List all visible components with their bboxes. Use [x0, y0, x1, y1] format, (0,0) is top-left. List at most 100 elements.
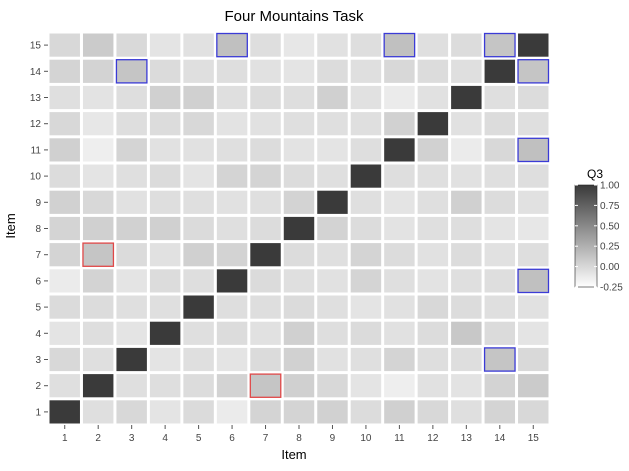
heatmap-cell	[451, 190, 482, 214]
heatmap-cell	[417, 321, 449, 345]
y-tick-label: 14	[30, 67, 42, 78]
x-axis-label: Item	[281, 447, 306, 462]
heatmap-cell	[116, 243, 147, 267]
y-tick-label: 1	[35, 407, 41, 418]
heatmap-cell	[116, 374, 147, 398]
x-tick-label: 12	[427, 433, 439, 444]
heatmap-cell	[283, 85, 315, 110]
x-tick-label: 13	[461, 433, 473, 444]
heatmap-cell	[451, 347, 482, 372]
heatmap-cell	[518, 295, 549, 319]
heatmap-cell	[518, 190, 549, 214]
heatmap-cell	[384, 400, 415, 424]
heatmap-cell	[417, 112, 449, 136]
heatmap-cell	[149, 243, 181, 267]
heatmap-cell	[49, 243, 80, 267]
heatmap-cell	[116, 190, 147, 214]
y-tick-label: 6	[35, 276, 41, 287]
heatmap-cell	[183, 400, 214, 424]
heatmap-cell	[82, 347, 114, 372]
heatmap-cell	[417, 347, 449, 372]
heatmap-cell	[518, 321, 549, 345]
colorbar-tick-label: 0.00	[600, 262, 620, 273]
heatmap-cell	[82, 216, 114, 241]
heatmap-cell	[417, 216, 449, 241]
heatmap-cell	[317, 321, 348, 345]
heatmap-cell	[82, 190, 114, 214]
heatmap-cell	[350, 85, 382, 110]
heatmap-cell	[451, 59, 482, 83]
heatmap-cell	[384, 33, 415, 57]
heatmap-cell	[283, 138, 315, 162]
heatmap-cell	[283, 33, 315, 57]
heatmap-cell	[518, 112, 549, 136]
x-tick-label: 7	[263, 433, 269, 444]
heatmap-cell	[183, 190, 214, 214]
colorbar-legend: Q3 1.00 0.75 0.50 0.25 0.00 -0.25	[574, 167, 623, 294]
heatmap-cell	[283, 400, 315, 424]
heatmap-cell	[49, 138, 80, 162]
legend-title: Q3	[587, 167, 603, 181]
heatmap-cell	[484, 347, 516, 372]
y-tick-label: 9	[35, 198, 41, 209]
heatmap-cell	[484, 243, 516, 267]
heatmap-cell	[183, 321, 214, 345]
heatmap-cell	[484, 295, 516, 319]
heatmap-cell	[49, 347, 80, 372]
heatmap-cell	[384, 269, 415, 293]
heatmap-cell	[183, 112, 214, 136]
colorbar-tick-label: 0.75	[600, 201, 620, 212]
heatmap-cell	[283, 59, 315, 83]
heatmap-cell	[49, 85, 80, 110]
x-tick-label: 5	[196, 433, 202, 444]
heatmap-cell	[116, 138, 147, 162]
heatmap-cell	[82, 59, 114, 83]
heatmap-cell	[283, 243, 315, 267]
highlight-box	[216, 32, 248, 58]
heatmap-cell	[350, 374, 382, 398]
heatmap-cell	[451, 295, 482, 319]
heatmap-cell	[484, 216, 516, 241]
heatmap-cell	[82, 33, 114, 57]
x-axis-ticks: 1 2 3 4 5 6 7 8 9 10 11 12 13 14 15	[62, 425, 539, 444]
heatmap-cell	[283, 190, 315, 214]
heatmap-cell	[484, 400, 516, 424]
heatmap-cell	[384, 85, 415, 110]
heatmap-cell	[283, 321, 315, 345]
heatmap-cell	[250, 112, 281, 136]
heatmap-cell	[216, 59, 248, 83]
heatmap-cell	[518, 374, 549, 398]
heatmap-cell	[82, 295, 114, 319]
colorbar-tick-label: 0.25	[600, 242, 620, 253]
heatmap-cell	[82, 164, 114, 188]
heatmap-cell	[216, 85, 248, 110]
heatmap-cell	[417, 138, 449, 162]
heatmap-cell	[317, 85, 348, 110]
heatmap-cell	[417, 85, 449, 110]
heatmap-cell	[49, 164, 80, 188]
heatmap-cell	[417, 59, 449, 83]
heatmap-cell	[484, 190, 516, 214]
y-tick-label: 15	[30, 41, 42, 52]
heatmap-cell	[350, 112, 382, 136]
heatmap-cell	[149, 85, 181, 110]
highlight-box	[383, 32, 416, 58]
heatmap-cell	[283, 269, 315, 293]
heatmap-cell	[484, 138, 516, 162]
highlight-box	[517, 59, 550, 84]
heatmap-cell	[317, 243, 348, 267]
heatmap-cell	[216, 216, 248, 241]
heatmap-cell	[49, 59, 80, 83]
chart-title: Four Mountains Task	[225, 8, 364, 25]
heatmap-cell	[417, 295, 449, 319]
y-tick-label: 11	[31, 145, 42, 156]
heatmap-cell	[317, 59, 348, 83]
heatmap-cell	[82, 269, 114, 293]
heatmap-cell	[149, 138, 181, 162]
heatmap-cell	[283, 112, 315, 136]
heatmap-cell	[484, 85, 516, 110]
heatmap-cell	[82, 321, 114, 345]
x-tick-label: 3	[129, 433, 135, 444]
heatmap-cell	[518, 33, 549, 57]
